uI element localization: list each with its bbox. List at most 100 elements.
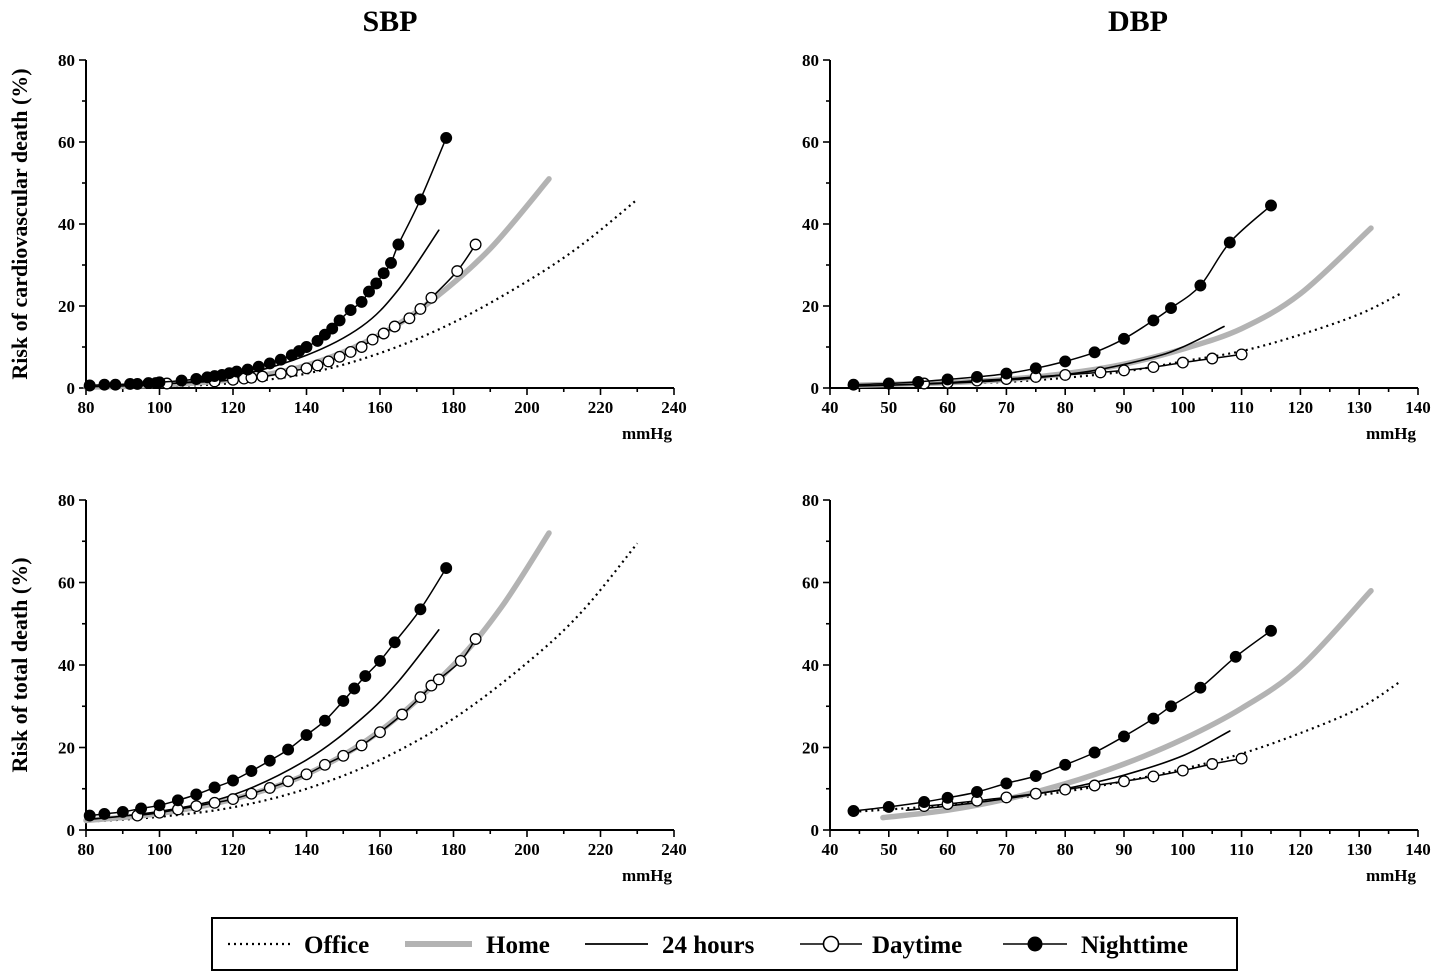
dbp-total-day-point bbox=[1147, 770, 1160, 783]
sbp-total-day-point bbox=[337, 749, 350, 762]
sbp-total-night-point bbox=[171, 794, 184, 807]
sbp-total-xtick-label: 220 bbox=[588, 840, 614, 859]
sbp-total-ytick-label: 80 bbox=[58, 491, 75, 510]
dbp-total-night-point bbox=[941, 791, 954, 804]
sbp-total-xtick-label: 120 bbox=[220, 840, 246, 859]
dbp-cv-series-office bbox=[918, 292, 1401, 386]
sbp-total-ytick-label: 20 bbox=[58, 739, 75, 758]
dbp-total-xtick-label: 70 bbox=[998, 840, 1015, 859]
sbp-cv-night-point bbox=[355, 295, 368, 308]
dbp-total-day-point bbox=[1206, 758, 1219, 770]
dbp-cv-ytick-label: 80 bbox=[802, 51, 819, 70]
sbp-total-day-point bbox=[454, 654, 467, 667]
sbp-cv-series-home bbox=[83, 176, 552, 390]
sbp-total-day-point bbox=[318, 758, 331, 771]
dbp-total-night-point bbox=[1229, 650, 1242, 663]
sbp-cv-day-point bbox=[256, 370, 269, 383]
sbp-cv-xtick-label: 180 bbox=[441, 398, 467, 417]
dbp-total-xtick-label: 140 bbox=[1405, 840, 1431, 859]
dbp-total-xtick-label: 130 bbox=[1346, 840, 1372, 859]
sbp-cv-night-point bbox=[83, 379, 96, 392]
sbp-cv-night-point bbox=[300, 341, 313, 353]
sbp-cv-night-point bbox=[344, 304, 357, 317]
dbp-cv-xtick-label: 90 bbox=[1116, 398, 1133, 417]
dbp-total-day-point bbox=[1000, 791, 1013, 804]
sbp-cv-night-point bbox=[98, 378, 111, 391]
sbp-total-xtick-label: 200 bbox=[514, 840, 540, 859]
sbp-total-night-point bbox=[388, 636, 401, 649]
sbp-cv-night-point bbox=[326, 322, 339, 335]
sbp-total-day-point bbox=[263, 781, 276, 794]
sbp-total-day-point bbox=[245, 787, 258, 800]
sbp-total-day-point bbox=[190, 800, 203, 813]
sbp-cv-day-point bbox=[311, 359, 324, 372]
dbp-cv-xtick-label: 80 bbox=[1057, 398, 1074, 417]
dbp-cv-night-point bbox=[971, 370, 983, 383]
dbp-total-xtick-label: 110 bbox=[1229, 840, 1254, 859]
dbp-total-xtick-label: 50 bbox=[880, 840, 897, 859]
dbp-cv-ytick-label: 40 bbox=[802, 215, 819, 234]
dbp-cv-series-home bbox=[856, 225, 1374, 388]
sbp-total-day-point bbox=[227, 793, 239, 806]
sbp-total-ytick-label: 60 bbox=[58, 574, 75, 593]
dbp-cv-xtick-label: 60 bbox=[939, 398, 956, 417]
sbp-total-night-point bbox=[227, 774, 239, 787]
sbp-cv-night-point bbox=[377, 267, 390, 280]
sbp-total-unit-label: mmHg bbox=[622, 866, 673, 885]
dbp-total-night-point bbox=[1118, 730, 1130, 743]
sbp-cv-day-point bbox=[403, 312, 416, 325]
sbp-total-xtick-label: 240 bbox=[661, 840, 687, 859]
legend-label-nighttime: Nighttime bbox=[1081, 932, 1188, 959]
sbp-total-night-point bbox=[414, 603, 427, 616]
dbp-cv-day-point bbox=[1206, 352, 1219, 365]
dbp-cv-xtick-label: 120 bbox=[1288, 398, 1314, 417]
dbp-total-day-point bbox=[1088, 779, 1101, 792]
dbp-total-day-point bbox=[1118, 775, 1130, 788]
sbp-cv-night-point bbox=[440, 131, 453, 144]
sbp-cv-day-point bbox=[388, 320, 401, 333]
dbp-cv-unit-label: mmHg bbox=[1366, 424, 1417, 443]
dbp-total-night-point bbox=[847, 805, 860, 817]
dbp-cv-day-point bbox=[1147, 361, 1160, 374]
sbp-total-night-point bbox=[153, 799, 166, 812]
sbp-cv-xtick-label: 160 bbox=[367, 398, 393, 417]
sbp-total-xtick-label: 100 bbox=[147, 840, 173, 859]
dbp-total-xtick-label: 60 bbox=[939, 840, 956, 859]
sbp-cv-xtick-label: 80 bbox=[78, 398, 95, 417]
sbp-total-night-point bbox=[348, 682, 361, 695]
dbp-cv-night-point bbox=[1223, 236, 1236, 249]
sbp-total-day-point bbox=[414, 691, 427, 704]
sbp-total-day-point bbox=[396, 708, 409, 721]
dbp-total-ytick-label: 0 bbox=[811, 821, 820, 840]
sbp-total-series-home bbox=[83, 530, 552, 824]
dbp-cv-day-point bbox=[1118, 364, 1130, 377]
dbp-cv-xtick-label: 70 bbox=[998, 398, 1015, 417]
panel-dbp-cardiovascular: 0 20 40 60 80 40 50 60 70 80 90 100 110 120 130 140 mmHg bbox=[802, 51, 1431, 443]
sbp-total-night-point bbox=[374, 654, 386, 667]
panel-sbp-cardiovascular: 0 20 40 60 80 80 100 120 140 160 180 200 220 240 mmHg bbox=[58, 51, 687, 443]
dbp-cv-night-point bbox=[1265, 199, 1277, 212]
dbp-total-xtick-label: 80 bbox=[1057, 840, 1074, 859]
sbp-total-day-point bbox=[432, 673, 445, 686]
dbp-cv-ytick-label: 0 bbox=[811, 379, 820, 398]
sbp-total-night-point bbox=[282, 743, 295, 756]
sbp-cv-day-point bbox=[366, 333, 379, 346]
sbp-cv-ytick-label: 40 bbox=[58, 215, 75, 234]
sbp-cv-night-point bbox=[392, 238, 405, 251]
sbp-total-day-point bbox=[300, 768, 313, 781]
sbp-cv-series-office bbox=[85, 198, 638, 389]
sbp-total-day-point bbox=[355, 739, 368, 752]
sbp-total-night-point bbox=[300, 729, 313, 742]
sbp-total-night-point bbox=[98, 807, 111, 820]
legend-swatch-nighttime-marker bbox=[1027, 936, 1043, 952]
sbp-total-night-point bbox=[116, 805, 129, 818]
dbp-cv-xtick-label: 50 bbox=[880, 398, 897, 417]
dbp-total-night-point bbox=[971, 786, 983, 798]
dbp-total-xtick-label: 90 bbox=[1116, 840, 1133, 859]
sbp-cv-day-point bbox=[274, 367, 287, 380]
sbp-total-xtick-label: 180 bbox=[441, 840, 467, 859]
sbp-total-xtick-label: 160 bbox=[367, 840, 393, 859]
sbp-total-day-point bbox=[374, 726, 386, 739]
dbp-cv-xtick-label: 140 bbox=[1405, 398, 1431, 417]
dbp-total-unit-label: mmHg bbox=[1366, 866, 1417, 885]
